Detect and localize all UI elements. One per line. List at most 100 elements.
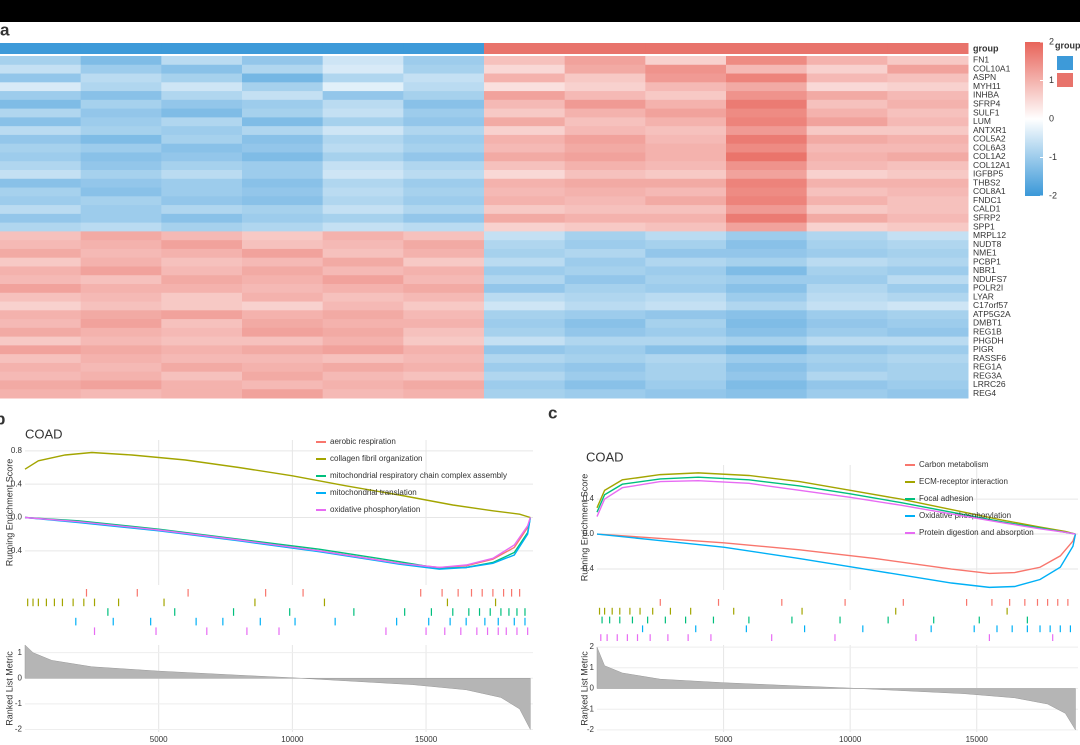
heatmap-cell xyxy=(726,389,808,399)
heatmap-cell xyxy=(564,336,646,346)
heatmap-cell xyxy=(322,336,404,346)
heatmap-cell xyxy=(806,108,888,118)
heatmap-cell xyxy=(564,91,646,101)
heatmap-cell xyxy=(887,187,969,197)
row-label: IGFBP5 xyxy=(973,169,1004,179)
heatmap-cell xyxy=(564,327,646,338)
heatmap-cell xyxy=(322,310,404,320)
heatmap-cell xyxy=(726,284,808,294)
heatmap-cell xyxy=(564,389,646,399)
heatmap-cell xyxy=(242,257,324,267)
row-label: POLR2I xyxy=(973,283,1003,293)
row-label: FN1 xyxy=(973,55,989,65)
heatmap-cell xyxy=(484,310,566,320)
heatmap-cell xyxy=(887,354,969,364)
heatmap-cell xyxy=(806,257,888,267)
legend-label: aerobic respiration xyxy=(330,437,396,446)
heatmap-cell xyxy=(726,292,808,303)
legend-label: collagen fibril organization xyxy=(330,454,423,463)
heatmap-cell xyxy=(161,371,243,381)
row-label: ANTXR1 xyxy=(973,125,1007,135)
heatmap-cell xyxy=(484,266,566,276)
heatmap-cell xyxy=(80,222,162,232)
heatmap-cell xyxy=(161,213,243,224)
row-label: PIGR xyxy=(973,344,994,354)
heatmap-cell xyxy=(403,275,485,285)
heatmap-cell xyxy=(484,56,566,66)
heatmap-cell xyxy=(484,336,566,346)
heatmap-cell xyxy=(887,257,969,267)
chart-title: COAD xyxy=(25,426,63,441)
heatmap-cell xyxy=(242,205,324,215)
x-tick-label: 10000 xyxy=(281,735,304,744)
heatmap-cell xyxy=(322,380,404,390)
heatmap-cell xyxy=(161,222,243,232)
heatmap-cell xyxy=(806,266,888,276)
heatmap-cell xyxy=(645,126,727,136)
heatmap-cell xyxy=(564,134,646,145)
panel-label: a xyxy=(0,20,10,39)
row-label: MYH11 xyxy=(973,81,1001,91)
heatmap-cell xyxy=(322,345,404,355)
heatmap-cell xyxy=(645,345,727,355)
heatmap-cell xyxy=(161,257,243,267)
heatmap-cell xyxy=(242,91,324,101)
heatmap-cell xyxy=(0,178,82,189)
heatmap-cell xyxy=(564,292,646,303)
row-label: SULF1 xyxy=(973,107,1000,117)
heatmap-cell xyxy=(564,275,646,285)
heatmap-cell xyxy=(403,248,485,259)
row-label: COL10A1 xyxy=(973,63,1011,73)
heatmap-cell xyxy=(242,310,324,320)
heatmap-cell xyxy=(806,187,888,197)
heatmap-cell xyxy=(322,82,404,92)
heatmap-cell xyxy=(484,205,566,215)
heatmap-cell xyxy=(0,362,82,373)
heatmap-cell xyxy=(806,354,888,364)
heatmap-cell xyxy=(726,240,808,250)
heatmap-cell xyxy=(484,222,566,232)
heatmap-cell xyxy=(242,327,324,338)
heatmap-cell xyxy=(887,152,969,162)
heatmap-cell xyxy=(564,152,646,162)
heatmap-cell xyxy=(887,292,969,303)
enrichment-line xyxy=(596,472,1076,535)
heatmap-cell xyxy=(161,248,243,259)
heatmap-cell xyxy=(645,170,727,180)
heatmap-cell xyxy=(322,117,404,127)
heatmap-cell xyxy=(80,196,162,206)
heatmap-cell xyxy=(806,134,888,145)
heatmap-cell xyxy=(645,73,727,83)
heatmap-cell xyxy=(645,275,727,285)
heatmap-cell xyxy=(645,108,727,118)
legend-label: oxidative phosphorylation xyxy=(330,505,420,514)
ranked-metric-area xyxy=(596,646,1076,731)
heatmap-cell xyxy=(161,240,243,250)
heatmap-cell xyxy=(322,196,404,206)
y-tick-label: 0.4 xyxy=(583,494,595,503)
heatmap-cell xyxy=(645,82,727,92)
heatmap-cell xyxy=(161,319,243,329)
heatmap-cell xyxy=(806,362,888,373)
heatmap-cell xyxy=(242,196,324,206)
heatmap-cell xyxy=(806,327,888,338)
metric-axis-label: Ranked List Metric xyxy=(579,651,589,726)
heatmap-cell xyxy=(887,345,969,355)
heatmap-cell xyxy=(806,284,888,294)
row-label: PHGDH xyxy=(973,335,1004,345)
heatmap-cell xyxy=(322,187,404,197)
heatmap-cell xyxy=(484,117,566,127)
heatmap-cell xyxy=(403,91,485,101)
group-legend-key xyxy=(1057,73,1073,87)
heatmap-cell xyxy=(645,266,727,276)
heatmap-cell xyxy=(806,161,888,171)
group-bar xyxy=(80,43,162,54)
heatmap-cell xyxy=(645,56,727,66)
heatmap-cell xyxy=(322,301,404,311)
metric-tick-label: -2 xyxy=(587,725,595,734)
ranked-metric-area xyxy=(24,644,531,730)
heatmap-cell xyxy=(0,134,82,145)
x-tick-label: 5000 xyxy=(150,735,168,744)
heatmap-cell xyxy=(403,354,485,364)
